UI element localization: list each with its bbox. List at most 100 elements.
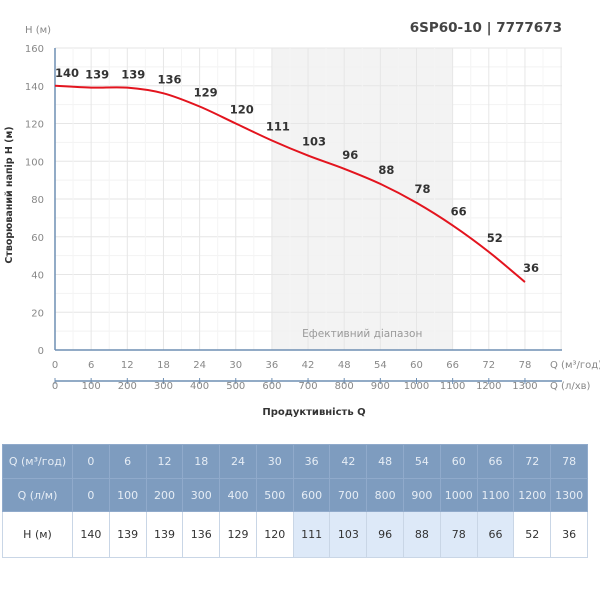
x-tick-label: 54 (374, 360, 387, 371)
x2-tick-label: 300 (154, 381, 173, 392)
table-cell-h: 129 (219, 511, 257, 558)
y-tick-label: 40 (31, 271, 44, 282)
table-cell-q_lm: 600 (292, 478, 331, 512)
x-tick-label: 6 (88, 360, 94, 371)
table-cell-q_m3h: 18 (182, 444, 221, 479)
table-cell-q_lm: 800 (366, 478, 405, 512)
x2-tick-label: 1300 (512, 381, 537, 392)
data-label: 139 (121, 68, 145, 82)
pump-curve-line (54, 84, 526, 283)
table-cell-q_lm: 100 (108, 478, 147, 512)
table-cell-h: 103 (329, 511, 368, 558)
row-label-q-m3h: Q (м³/год) (2, 444, 73, 479)
data-label: 52 (487, 231, 503, 245)
x2-tick-label: 1000 (404, 381, 429, 392)
y-tick-label: 20 (31, 308, 44, 319)
table-cell-q_m3h: 36 (292, 444, 331, 479)
table-cell-q_lm: 1100 (476, 478, 515, 512)
x-tick-label: 30 (229, 360, 242, 371)
x2-tick-label: 900 (371, 381, 390, 392)
x2-axis-unit: Q (л/хв) (550, 381, 591, 392)
data-label: 140 (55, 66, 79, 80)
table-cell-q_m3h: 60 (439, 444, 478, 479)
table-cell-h: 111 (292, 511, 331, 558)
x2-tick-label: 1200 (476, 381, 501, 392)
data-label: 120 (230, 103, 254, 117)
x2-tick-label: 800 (335, 381, 354, 392)
table-cell-q_m3h: 30 (255, 444, 294, 479)
table-cell-q_lm: 400 (219, 478, 257, 512)
y-tick-label: 0 (38, 346, 44, 357)
table-cell-h: 139 (145, 511, 184, 558)
table-cell-q_lm: 1200 (513, 478, 552, 512)
performance-table: Q (м³/год) 0 6 12 18 24 30 36 42 48 54 60 66 72 78 Q (… (2, 444, 588, 558)
y-tick-label: 120 (25, 120, 44, 131)
y-tick-label: 140 (25, 82, 44, 93)
data-label: 111 (266, 119, 290, 133)
row-label-h: H (м) (2, 511, 73, 558)
x2-tick-label: 400 (190, 381, 209, 392)
chart-title: 6SP60-10 | 7777673 (410, 20, 562, 36)
table-cell-q_m3h: 6 (108, 444, 147, 479)
table-cell-q_lm: 1300 (550, 478, 588, 512)
table-cell-q_m3h: 24 (219, 444, 257, 479)
x2-tick-label: 100 (82, 381, 101, 392)
data-label: 103 (302, 135, 326, 149)
x-tick-label: 60 (410, 360, 423, 371)
x-axis-title: Продуктивність Q (262, 407, 365, 418)
table-cell-h: 139 (108, 511, 147, 558)
y-tick-label: 80 (31, 195, 44, 206)
data-label: 96 (342, 148, 358, 162)
table-cell-q_m3h: 42 (329, 444, 368, 479)
x2-tick-label: 200 (118, 381, 137, 392)
row-label-q-lm: Q (л/м) (2, 478, 73, 512)
x-tick-label: 36 (266, 360, 279, 371)
x2-tick-label: 700 (299, 381, 318, 392)
table-cell-h: 36 (550, 511, 588, 558)
table-cell-q_lm: 1000 (439, 478, 478, 512)
table-cell-q_m3h: 54 (403, 444, 441, 479)
table-cell-q_m3h: 48 (366, 444, 405, 479)
x2-tick-label: 0 (52, 381, 58, 392)
table-cell-h: 120 (255, 511, 294, 558)
table-cell-h: 52 (513, 511, 552, 558)
table-cell-q_lm: 0 (72, 478, 110, 512)
data-label: 66 (451, 204, 467, 218)
x-tick-label: 0 (52, 360, 58, 371)
y-tick-label: 60 (31, 233, 44, 244)
table-cell-q_m3h: 72 (513, 444, 552, 479)
table-cell-q_lm: 500 (255, 478, 294, 512)
table-cell-q_lm: 900 (403, 478, 441, 512)
x-tick-label: 12 (121, 360, 134, 371)
x-axis-unit: Q (м³/год) (550, 360, 600, 371)
efficient-range-label: Ефективний діапазон (302, 328, 422, 340)
table-cell-h: 136 (182, 511, 221, 558)
table-cell-h: 96 (366, 511, 405, 558)
table-cell-h: 140 (72, 511, 110, 558)
table-cell-q_m3h: 66 (476, 444, 515, 479)
table-cell-h: 78 (439, 511, 478, 558)
x-tick-label: 66 (446, 360, 459, 371)
data-label: 139 (85, 68, 109, 82)
x2-tick-label: 500 (226, 381, 245, 392)
x-tick-label: 18 (157, 360, 170, 371)
data-label: 136 (157, 72, 181, 86)
pump-curve-chart: Ефективний діапазон020406080100120140160… (4, 20, 600, 418)
x2-tick-label: 1100 (440, 381, 465, 392)
data-label: 88 (378, 163, 394, 177)
x-tick-label: 42 (302, 360, 315, 371)
x-tick-label: 24 (193, 360, 206, 371)
table-cell-h: 88 (403, 511, 441, 558)
table-cell-q_lm: 700 (329, 478, 368, 512)
y-axis-title: Створюваний напір H (м) (4, 126, 15, 263)
table-cell-h: 66 (476, 511, 515, 558)
x-tick-label: 78 (519, 360, 532, 371)
y-axis-unit: H (м) (25, 25, 51, 36)
data-label: 78 (414, 182, 430, 196)
table-cell-q_lm: 200 (145, 478, 184, 512)
x-tick-label: 72 (482, 360, 495, 371)
data-label: 36 (523, 261, 539, 275)
y-tick-label: 160 (25, 44, 44, 55)
table-cell-q_m3h: 0 (72, 444, 110, 479)
y-tick-label: 100 (25, 157, 44, 168)
